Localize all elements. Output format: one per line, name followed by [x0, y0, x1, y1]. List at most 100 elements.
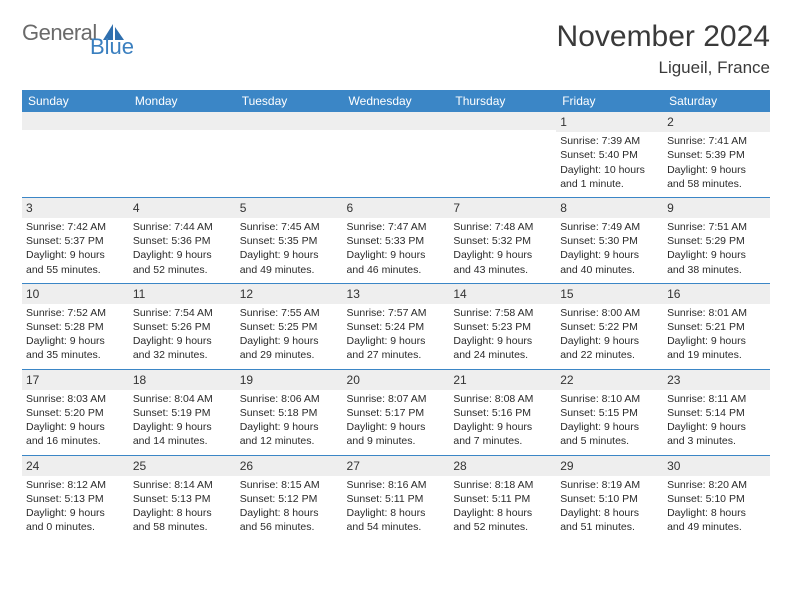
day-body: Sunrise: 7:52 AMSunset: 5:28 PMDaylight:… — [22, 304, 129, 369]
sunset-text: Sunset: 5:39 PM — [667, 148, 766, 162]
day-number: 18 — [129, 370, 236, 390]
day-body: Sunrise: 8:14 AMSunset: 5:13 PMDaylight:… — [129, 476, 236, 541]
calendar-day-cell: 13Sunrise: 7:57 AMSunset: 5:24 PMDayligh… — [343, 284, 450, 369]
daylight-text: Daylight: 9 hours and 7 minutes. — [453, 420, 552, 448]
sunrise-text: Sunrise: 8:14 AM — [133, 478, 232, 492]
sunrise-text: Sunrise: 7:55 AM — [240, 306, 339, 320]
day-body: Sunrise: 8:12 AMSunset: 5:13 PMDaylight:… — [22, 476, 129, 541]
calendar-day-cell: 21Sunrise: 8:08 AMSunset: 5:16 PMDayligh… — [449, 370, 556, 455]
calendar-day-cell — [449, 112, 556, 197]
calendar-day-cell: 9Sunrise: 7:51 AMSunset: 5:29 PMDaylight… — [663, 198, 770, 283]
daylight-text: Daylight: 9 hours and 58 minutes. — [667, 163, 766, 191]
sunset-text: Sunset: 5:11 PM — [347, 492, 446, 506]
day-number: 6 — [343, 198, 450, 218]
calendar-day-cell: 15Sunrise: 8:00 AMSunset: 5:22 PMDayligh… — [556, 284, 663, 369]
day-number: 20 — [343, 370, 450, 390]
sunrise-text: Sunrise: 7:42 AM — [26, 220, 125, 234]
day-number: 27 — [343, 456, 450, 476]
daylight-text: Daylight: 9 hours and 3 minutes. — [667, 420, 766, 448]
sunset-text: Sunset: 5:20 PM — [26, 406, 125, 420]
sunset-text: Sunset: 5:21 PM — [667, 320, 766, 334]
daylight-text: Daylight: 9 hours and 24 minutes. — [453, 334, 552, 362]
calendar-day-cell — [343, 112, 450, 197]
weekday-header: Wednesday — [343, 90, 450, 112]
calendar-day-cell: 24Sunrise: 8:12 AMSunset: 5:13 PMDayligh… — [22, 456, 129, 541]
day-body: Sunrise: 8:15 AMSunset: 5:12 PMDaylight:… — [236, 476, 343, 541]
calendar-week-row: 24Sunrise: 8:12 AMSunset: 5:13 PMDayligh… — [22, 456, 770, 541]
calendar-day-cell: 6Sunrise: 7:47 AMSunset: 5:33 PMDaylight… — [343, 198, 450, 283]
sunrise-text: Sunrise: 8:11 AM — [667, 392, 766, 406]
logo-word2: Blue — [90, 34, 193, 60]
title-month: November 2024 — [557, 20, 770, 54]
daylight-text: Daylight: 9 hours and 29 minutes. — [240, 334, 339, 362]
day-number: 26 — [236, 456, 343, 476]
calendar-day-cell: 7Sunrise: 7:48 AMSunset: 5:32 PMDaylight… — [449, 198, 556, 283]
day-body: Sunrise: 7:54 AMSunset: 5:26 PMDaylight:… — [129, 304, 236, 369]
day-number: 5 — [236, 198, 343, 218]
day-body-empty — [449, 130, 556, 188]
calendar-day-cell: 27Sunrise: 8:16 AMSunset: 5:11 PMDayligh… — [343, 456, 450, 541]
day-body: Sunrise: 7:49 AMSunset: 5:30 PMDaylight:… — [556, 218, 663, 283]
sunrise-text: Sunrise: 8:12 AM — [26, 478, 125, 492]
sunrise-text: Sunrise: 7:54 AM — [133, 306, 232, 320]
day-number: 28 — [449, 456, 556, 476]
sunrise-text: Sunrise: 8:03 AM — [26, 392, 125, 406]
sunset-text: Sunset: 5:13 PM — [133, 492, 232, 506]
calendar-day-cell: 12Sunrise: 7:55 AMSunset: 5:25 PMDayligh… — [236, 284, 343, 369]
day-body: Sunrise: 8:08 AMSunset: 5:16 PMDaylight:… — [449, 390, 556, 455]
daylight-text: Daylight: 9 hours and 35 minutes. — [26, 334, 125, 362]
calendar-day-cell: 1Sunrise: 7:39 AMSunset: 5:40 PMDaylight… — [556, 112, 663, 197]
sunset-text: Sunset: 5:26 PM — [133, 320, 232, 334]
sunrise-text: Sunrise: 8:20 AM — [667, 478, 766, 492]
logo-word1: General — [22, 20, 97, 45]
day-body: Sunrise: 8:00 AMSunset: 5:22 PMDaylight:… — [556, 304, 663, 369]
sunrise-text: Sunrise: 8:07 AM — [347, 392, 446, 406]
sunset-text: Sunset: 5:37 PM — [26, 234, 125, 248]
calendar-day-cell: 30Sunrise: 8:20 AMSunset: 5:10 PMDayligh… — [663, 456, 770, 541]
daylight-text: Daylight: 8 hours and 51 minutes. — [560, 506, 659, 534]
sunset-text: Sunset: 5:13 PM — [26, 492, 125, 506]
calendar-day-cell: 29Sunrise: 8:19 AMSunset: 5:10 PMDayligh… — [556, 456, 663, 541]
sunrise-text: Sunrise: 7:58 AM — [453, 306, 552, 320]
day-number-empty — [129, 112, 236, 130]
daylight-text: Daylight: 9 hours and 14 minutes. — [133, 420, 232, 448]
sunset-text: Sunset: 5:40 PM — [560, 148, 659, 162]
sunset-text: Sunset: 5:36 PM — [133, 234, 232, 248]
calendar-day-cell: 19Sunrise: 8:06 AMSunset: 5:18 PMDayligh… — [236, 370, 343, 455]
day-number-empty — [343, 112, 450, 130]
day-body: Sunrise: 7:42 AMSunset: 5:37 PMDaylight:… — [22, 218, 129, 283]
day-body: Sunrise: 7:58 AMSunset: 5:23 PMDaylight:… — [449, 304, 556, 369]
sunset-text: Sunset: 5:10 PM — [667, 492, 766, 506]
calendar-week-row: 1Sunrise: 7:39 AMSunset: 5:40 PMDaylight… — [22, 112, 770, 197]
title-location: Ligueil, France — [557, 58, 770, 78]
day-body-empty — [22, 130, 129, 188]
day-number: 3 — [22, 198, 129, 218]
sunrise-text: Sunrise: 7:57 AM — [347, 306, 446, 320]
sunset-text: Sunset: 5:23 PM — [453, 320, 552, 334]
sunset-text: Sunset: 5:35 PM — [240, 234, 339, 248]
sunset-text: Sunset: 5:10 PM — [560, 492, 659, 506]
day-body: Sunrise: 7:41 AMSunset: 5:39 PMDaylight:… — [663, 132, 770, 197]
day-body: Sunrise: 7:48 AMSunset: 5:32 PMDaylight:… — [449, 218, 556, 283]
daylight-text: Daylight: 10 hours and 1 minute. — [560, 163, 659, 191]
daylight-text: Daylight: 9 hours and 22 minutes. — [560, 334, 659, 362]
day-number: 29 — [556, 456, 663, 476]
calendar-day-cell: 3Sunrise: 7:42 AMSunset: 5:37 PMDaylight… — [22, 198, 129, 283]
day-body: Sunrise: 8:07 AMSunset: 5:17 PMDaylight:… — [343, 390, 450, 455]
sunset-text: Sunset: 5:15 PM — [560, 406, 659, 420]
sunset-text: Sunset: 5:28 PM — [26, 320, 125, 334]
calendar-page: General Blue November 2024 Ligueil, Fran… — [0, 0, 792, 560]
daylight-text: Daylight: 9 hours and 19 minutes. — [667, 334, 766, 362]
calendar-day-cell: 4Sunrise: 7:44 AMSunset: 5:36 PMDaylight… — [129, 198, 236, 283]
calendar-body: 1Sunrise: 7:39 AMSunset: 5:40 PMDaylight… — [22, 112, 770, 540]
day-body-empty — [236, 130, 343, 188]
daylight-text: Daylight: 8 hours and 54 minutes. — [347, 506, 446, 534]
day-number: 7 — [449, 198, 556, 218]
day-body: Sunrise: 8:04 AMSunset: 5:19 PMDaylight:… — [129, 390, 236, 455]
calendar-day-cell: 28Sunrise: 8:18 AMSunset: 5:11 PMDayligh… — [449, 456, 556, 541]
calendar-day-cell — [22, 112, 129, 197]
sunset-text: Sunset: 5:11 PM — [453, 492, 552, 506]
daylight-text: Daylight: 9 hours and 52 minutes. — [133, 248, 232, 276]
day-body: Sunrise: 8:20 AMSunset: 5:10 PMDaylight:… — [663, 476, 770, 541]
sunset-text: Sunset: 5:32 PM — [453, 234, 552, 248]
